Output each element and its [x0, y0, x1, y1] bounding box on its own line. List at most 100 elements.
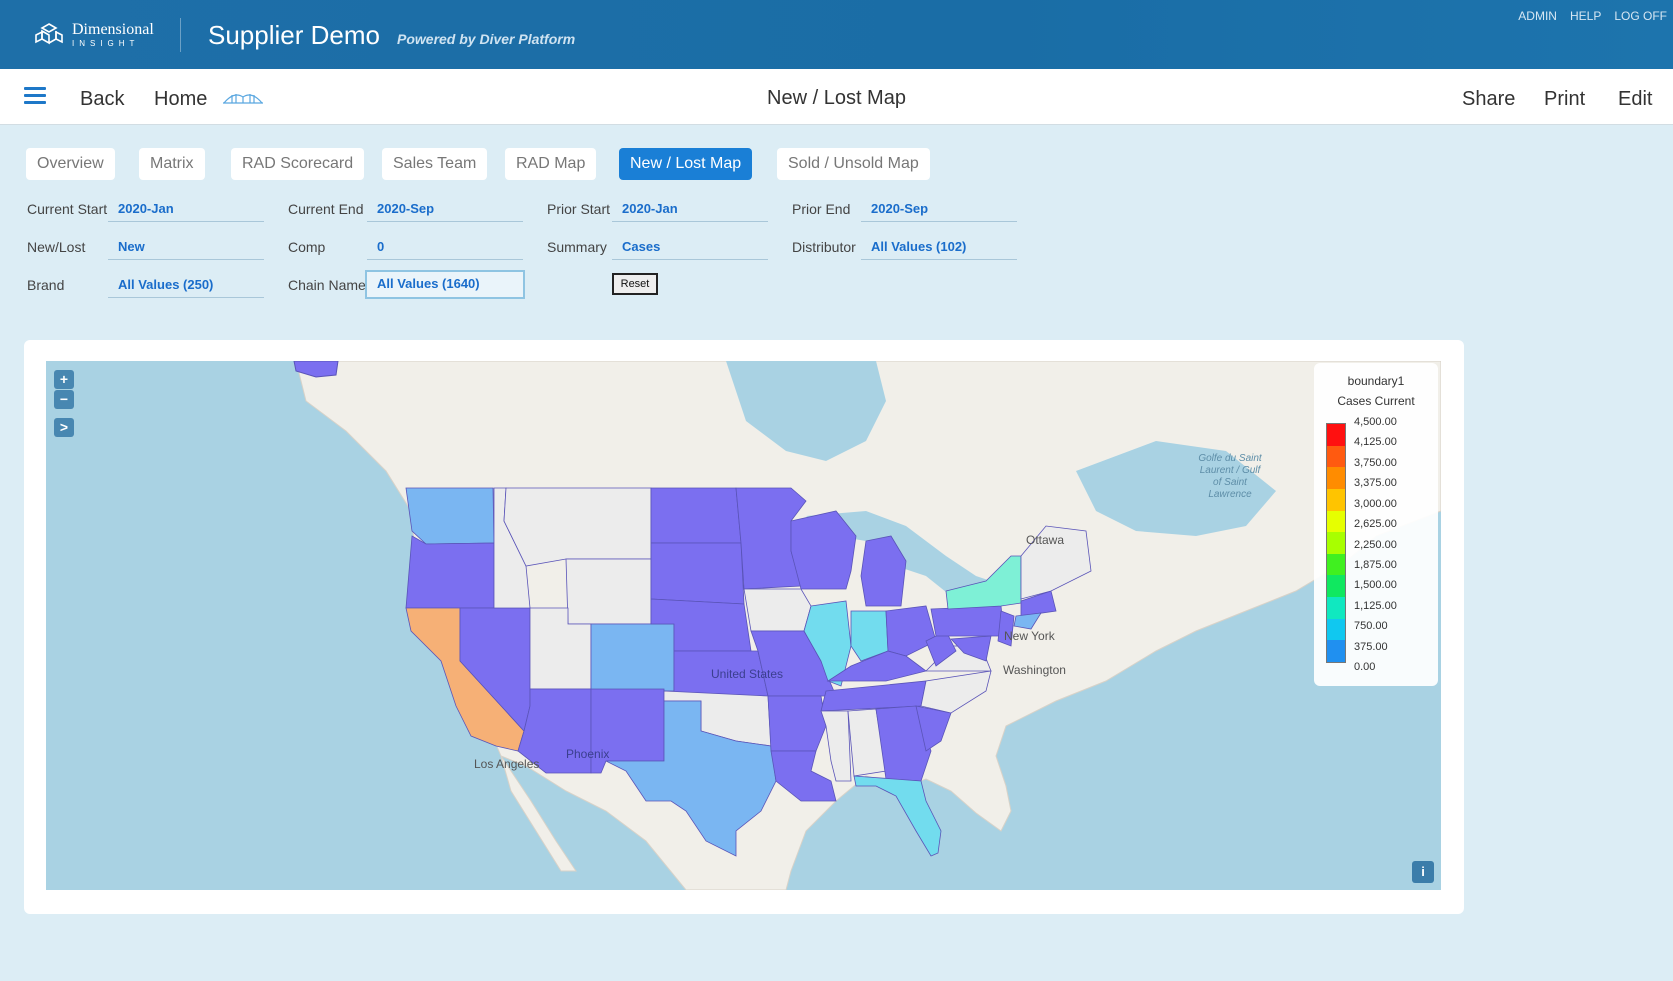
state-pennsylvania[interactable]: [930, 605, 1005, 637]
state-kentucky[interactable]: [826, 650, 927, 682]
distributor-label: Distributor: [792, 239, 856, 255]
menu-icon[interactable]: [24, 87, 46, 105]
state-north-dakota[interactable]: [650, 487, 742, 544]
state-connecticut[interactable]: [1013, 612, 1042, 630]
choropleth-map[interactable]: Ottawa New York Washington United States…: [46, 361, 1441, 890]
legend-tick-label: 3,375.00: [1354, 477, 1397, 490]
log-off-link[interactable]: LOG OFF: [1614, 9, 1667, 23]
legend-swatch: [1327, 445, 1345, 468]
tab-overview[interactable]: Overview: [26, 148, 115, 180]
alaska-fragment: [293, 361, 339, 378]
new-lost-field[interactable]: New: [108, 234, 264, 260]
distributor-field[interactable]: All Values (102): [861, 234, 1017, 260]
app-subtitle: Powered by Diver Platform: [397, 31, 576, 47]
label-united-states: United States: [711, 667, 784, 681]
app-title: Supplier Demo: [208, 20, 380, 50]
legend-tick-label: 1,875.00: [1354, 558, 1397, 571]
tab-matrix[interactable]: Matrix: [139, 148, 205, 180]
state-louisiana[interactable]: [770, 750, 837, 802]
current-end-field[interactable]: 2020-Sep: [367, 196, 523, 222]
tab-sales-team[interactable]: Sales Team: [382, 148, 488, 180]
state-south-dakota[interactable]: [650, 542, 745, 605]
legend-tick-label: 375.00: [1354, 640, 1388, 653]
state-vermont-nh-maine: [1020, 525, 1092, 600]
user-links: ADMIN HELP LOG OFF: [1518, 9, 1667, 23]
label-new-york: New York: [1004, 629, 1055, 643]
legend-tick-label: 3,750.00: [1354, 456, 1397, 469]
state-ohio[interactable]: [885, 605, 937, 657]
back-button[interactable]: Back: [80, 88, 125, 110]
state-washington[interactable]: [405, 487, 495, 545]
info-button[interactable]: i: [1412, 861, 1434, 883]
share-button[interactable]: Share: [1462, 88, 1516, 110]
legend-swatch: [1327, 553, 1345, 576]
legend-swatch: [1327, 575, 1345, 597]
state-georgia[interactable]: [875, 705, 932, 782]
logo-text-line1: Dimensional: [72, 21, 154, 38]
state-new-jersey[interactable]: [997, 610, 1015, 647]
legend-tick-label: 0.00: [1354, 661, 1376, 673]
legend-swatch: [1327, 640, 1345, 662]
legend-tick-label: 2,250.00: [1354, 538, 1397, 551]
tab-rad-map[interactable]: RAD Map: [505, 148, 597, 180]
comp-field[interactable]: 0: [367, 234, 523, 260]
edit-button[interactable]: Edit: [1618, 88, 1653, 110]
label-washington: Washington: [1003, 663, 1066, 677]
state-north-carolina: [920, 670, 992, 714]
summary-field[interactable]: Cases: [612, 234, 768, 260]
legend-swatch: [1327, 597, 1345, 619]
logo-text-line2: INSIGHT: [72, 39, 140, 48]
tab-rad-scorecard[interactable]: RAD Scorecard: [231, 148, 365, 180]
legend-title: boundary1: [1347, 374, 1405, 388]
prior-end-label: Prior End: [792, 201, 851, 217]
state-illinois[interactable]: [803, 600, 852, 687]
legend-tick-label: 2,625.00: [1354, 518, 1397, 531]
label-phoenix: Phoenix: [566, 747, 610, 761]
home-button[interactable]: Home: [154, 88, 208, 110]
state-maryland[interactable]: [950, 635, 992, 662]
admin-link[interactable]: ADMIN: [1518, 9, 1557, 23]
zoom-out-button[interactable]: −: [54, 390, 74, 409]
cube-logo-icon: [35, 23, 63, 45]
state-michigan[interactable]: [860, 535, 907, 607]
print-button[interactable]: Print: [1544, 88, 1586, 110]
tab-sold-unsold-map[interactable]: Sold / Unsold Map: [777, 148, 930, 180]
company-logo[interactable]: Dimensional INSIGHT: [34, 22, 154, 48]
state-new-england[interactable]: [1020, 590, 1057, 617]
legend-swatch: [1327, 488, 1345, 511]
prior-start-label: Prior Start: [547, 201, 611, 217]
state-arkansas[interactable]: [767, 695, 827, 752]
chain-name-label: Chain Name: [288, 277, 366, 293]
prior-end-field[interactable]: 2020-Sep: [861, 196, 1017, 222]
app-header: Dimensional INSIGHT Supplier Demo Powere…: [0, 0, 1673, 69]
legend-swatch: [1327, 532, 1345, 554]
reset-button[interactable]: Reset: [612, 273, 658, 295]
current-start-label: Current Start: [27, 201, 108, 217]
legend-tick-label: 750.00: [1354, 620, 1388, 633]
state-oregon[interactable]: [405, 535, 495, 609]
chain-name-field[interactable]: All Values (1640): [365, 270, 525, 299]
summary-label: Summary: [547, 239, 607, 255]
layer-switcher-button[interactable]: >: [54, 418, 74, 437]
comp-label: Comp: [288, 239, 326, 255]
tab-new-lost-map[interactable]: New / Lost Map: [619, 148, 753, 180]
state-indiana[interactable]: [850, 610, 889, 662]
legend-tick-label: 1,125.00: [1354, 599, 1397, 612]
current-start-field[interactable]: 2020-Jan: [108, 196, 264, 222]
label-gulf-st-lawrence: Golfe du Saint Laurent / Gulf of Saint L…: [1198, 453, 1262, 500]
state-wisconsin[interactable]: [790, 510, 857, 590]
help-link[interactable]: HELP: [1569, 9, 1602, 23]
gulf-st-lawrence: [1076, 441, 1276, 536]
state-iowa: [743, 588, 812, 632]
state-colorado[interactable]: [590, 623, 675, 692]
brand-field[interactable]: All Values (250): [108, 272, 264, 298]
zoom-in-button[interactable]: +: [54, 370, 74, 389]
legend-swatch: [1327, 510, 1345, 533]
state-texas[interactable]: [605, 700, 777, 857]
prior-start-field[interactable]: 2020-Jan: [612, 196, 768, 222]
label-ottawa: Ottawa: [1026, 533, 1065, 547]
state-florida[interactable]: [853, 775, 942, 857]
bridge-icon[interactable]: [222, 89, 264, 107]
legend-tick-label: 4,500.00: [1354, 416, 1397, 428]
legend-swatch: [1327, 467, 1345, 489]
